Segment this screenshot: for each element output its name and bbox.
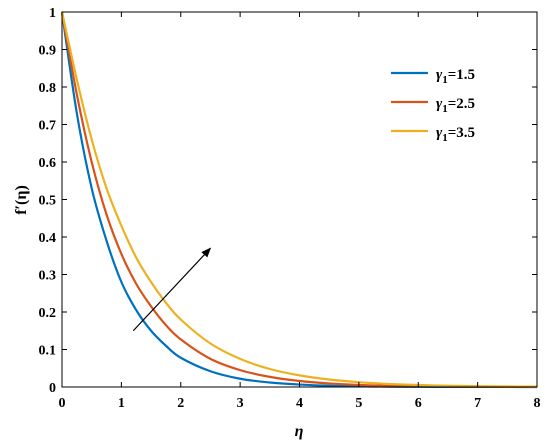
y-tick-label: 0.6 xyxy=(39,156,57,171)
legend-label-3: γ1=3.5 xyxy=(436,125,475,144)
y-tick-label: 0.4 xyxy=(39,231,57,246)
y-tick-label: 0.1 xyxy=(39,344,57,359)
x-tick-label: 2 xyxy=(177,396,184,411)
x-tick-label: 5 xyxy=(355,396,362,411)
x-tick-label: 7 xyxy=(474,396,481,411)
y-tick-label: 0.3 xyxy=(39,269,57,284)
x-axis-title: η xyxy=(295,423,304,440)
series-line-3 xyxy=(60,11,538,388)
y-tick-label: 1 xyxy=(49,6,56,21)
legend-label-1: γ1=1.5 xyxy=(436,67,475,86)
annotation-layer xyxy=(132,247,212,332)
x-tick-label: 3 xyxy=(237,396,244,411)
x-tick-label: 8 xyxy=(534,396,541,411)
x-tick-label: 6 xyxy=(415,396,422,411)
y-tick-label: 0.9 xyxy=(39,44,57,59)
x-tick-label: 1 xyxy=(118,396,125,411)
y-axis-title: f′(η) xyxy=(13,185,30,215)
x-tick-label: 0 xyxy=(59,396,66,411)
y-tick-label: 0.2 xyxy=(39,306,57,321)
legend: γ1=1.5 γ1=2.5 γ1=3.5 xyxy=(383,56,529,146)
y-tick-label: 0.5 xyxy=(39,194,57,209)
y-tick-label: 0 xyxy=(49,381,56,396)
y-tick-label: 0.7 xyxy=(39,119,57,134)
x-tick-label: 4 xyxy=(296,396,303,411)
y-tick-label: 0.8 xyxy=(39,81,57,96)
ticks-layer: 0 1 2 3 4 5 6 7 8 0 0.1 0.2 0.3 0.4 0.5 0.6 0.7 0.8 0.9 1 xyxy=(39,6,541,411)
legend-label-2: γ1=2.5 xyxy=(436,96,475,115)
trend-arrow xyxy=(132,247,212,332)
